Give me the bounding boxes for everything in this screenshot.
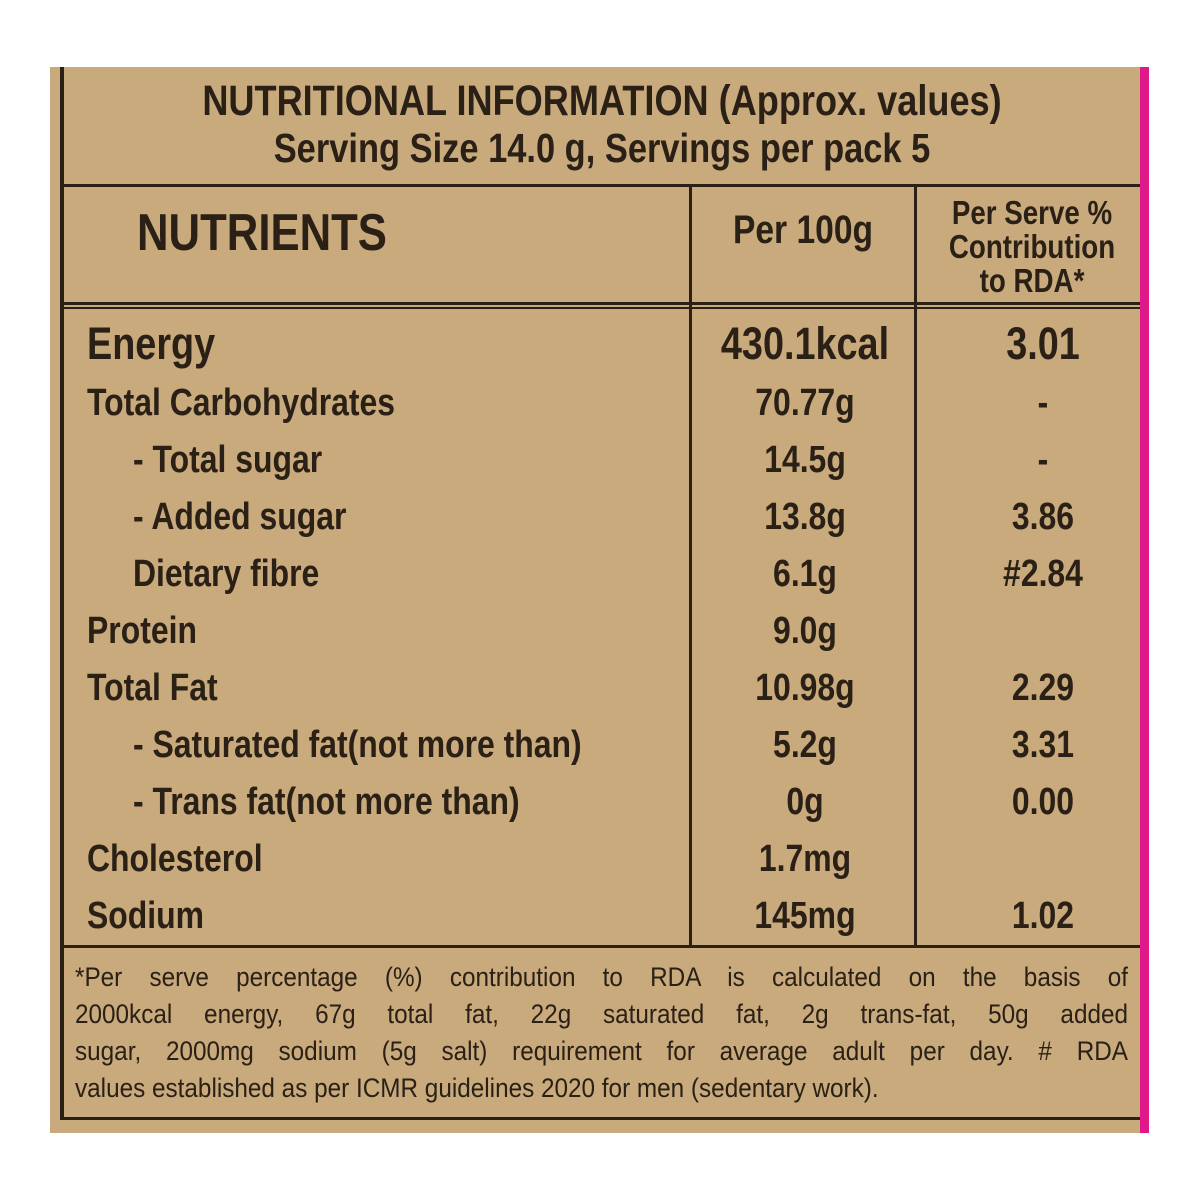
subtitle: Serving Size 14.0 g, Servings per pack 5	[273, 125, 931, 171]
border	[60, 1117, 1140, 1120]
footnote-line: sugar, 2000mg sodium (5g salt) requireme…	[75, 1036, 1128, 1066]
nutrient-name: Total Carbohydrates	[87, 382, 396, 424]
border	[60, 302, 1140, 305]
rda-percent: -	[1037, 439, 1049, 481]
rda-percent: 2.29	[1011, 667, 1075, 709]
footnote-line: 2000kcal energy, 67g total fat, 22g satu…	[75, 999, 1128, 1029]
rda-percent: 3.31	[1011, 724, 1075, 766]
column-header: Per Serve %	[951, 194, 1113, 231]
label-panel	[50, 67, 1140, 1133]
border	[914, 185, 917, 947]
border	[60, 67, 64, 1120]
nutrient-name: - Trans fat(not more than)	[133, 781, 520, 823]
per-100g: 6.1g	[773, 553, 837, 595]
nutrient-name: - Total sugar	[133, 439, 323, 481]
nutrient-name: Dietary fibre	[133, 553, 320, 595]
rda-percent: #2.84	[1003, 553, 1083, 595]
per-100g: 70.77g	[755, 382, 855, 424]
per-100g: 1.7mg	[758, 838, 852, 880]
per-100g: 430.1kcal	[720, 317, 890, 369]
column-header: to RDA*	[979, 262, 1085, 299]
footnote-line: *Per serve percentage (%) contribution t…	[75, 962, 1128, 992]
nutrient-name: Total Fat	[87, 667, 218, 709]
border	[60, 307, 1140, 309]
rda-percent: 3.86	[1011, 496, 1075, 538]
border	[689, 185, 692, 947]
nutrient-name: - Added sugar	[133, 496, 347, 538]
nutrient-name: Protein	[87, 610, 197, 652]
rda-percent: 3.01	[1006, 317, 1080, 369]
nutrient-name: Sodium	[87, 895, 205, 937]
per-100g: 0g	[786, 781, 824, 823]
per-100g: 5.2g	[773, 724, 837, 766]
per-100g: 10.98g	[755, 667, 855, 709]
column-header: Per 100g	[732, 208, 874, 252]
nutrient-name: Cholesterol	[87, 838, 263, 880]
rda-percent: 1.02	[1011, 895, 1075, 937]
rda-percent: 0.00	[1011, 781, 1075, 823]
column-header: Contribution	[948, 228, 1116, 265]
border	[60, 945, 1140, 948]
nutrient-name: Energy	[87, 317, 216, 369]
column-header: NUTRIENTS	[137, 204, 387, 262]
border	[60, 184, 1140, 187]
nutrient-name: - Saturated fat(not more than)	[133, 724, 582, 766]
rda-percent: -	[1037, 382, 1049, 424]
title: NUTRITIONAL INFORMATION (Approx. values)	[202, 77, 1002, 125]
edge-stripe	[1140, 67, 1149, 1133]
per-100g: 9.0g	[773, 610, 837, 652]
per-100g: 13.8g	[764, 496, 846, 538]
per-100g: 145mg	[754, 895, 856, 937]
per-100g: 14.5g	[764, 439, 846, 481]
footnote-line: values established as per ICMR guideline…	[75, 1073, 879, 1103]
